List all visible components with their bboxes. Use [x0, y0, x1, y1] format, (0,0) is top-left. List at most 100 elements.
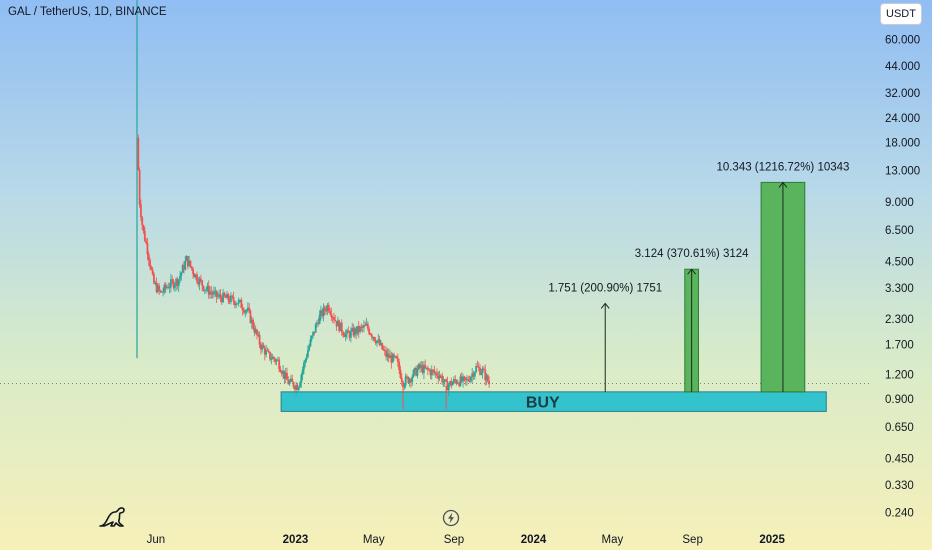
- candle-body: [245, 310, 248, 312]
- candle-body: [219, 294, 222, 298]
- candle-body: [400, 377, 403, 382]
- lightning-bolt-icon[interactable]: [442, 509, 460, 527]
- candle-body: [215, 290, 218, 297]
- candle-body: [386, 353, 389, 357]
- candle-body: [456, 383, 459, 385]
- candle-body: [168, 287, 171, 289]
- candle-body: [306, 350, 309, 358]
- candle-body: [250, 319, 253, 323]
- candle-body: [365, 323, 368, 326]
- y-tick-label: 2.300: [885, 314, 914, 326]
- candle-body: [246, 307, 249, 311]
- candle-body: [472, 373, 475, 377]
- candle-body: [276, 359, 279, 361]
- candle-body: [224, 296, 227, 299]
- candle-body: [227, 294, 230, 301]
- candle-body: [186, 256, 189, 267]
- candle-body: [320, 310, 322, 315]
- candle-body: [379, 342, 382, 345]
- candle-body: [312, 331, 314, 336]
- y-tick-label: 0.330: [885, 480, 914, 492]
- candle-body: [279, 369, 282, 373]
- candle-body: [446, 381, 449, 391]
- candle-body: [261, 344, 264, 350]
- candle-body: [363, 325, 365, 328]
- candle-body: [420, 365, 423, 368]
- y-tick-label: 44.000: [885, 61, 920, 73]
- candle-body: [403, 385, 406, 388]
- candle-body: [188, 260, 191, 267]
- candle-body: [200, 278, 202, 281]
- candle-body: [390, 355, 393, 363]
- candle-body: [317, 322, 320, 324]
- candle-body: [318, 314, 321, 324]
- candle-body: [395, 356, 398, 359]
- candle-body: [316, 322, 318, 325]
- candle-body: [336, 320, 339, 327]
- chart-title: GAL / TetherUS, 1D, BINANCE: [8, 6, 167, 18]
- candle-body: [364, 325, 367, 327]
- candle-body: [295, 384, 298, 390]
- candle-body: [467, 379, 470, 381]
- tradingview-dino-icon[interactable]: [98, 506, 128, 528]
- candle-body: [373, 337, 376, 341]
- candle-body: [361, 326, 364, 328]
- candle-body: [304, 359, 307, 363]
- candle-body: [327, 305, 330, 311]
- candle-body: [194, 274, 197, 278]
- candle-body: [209, 291, 211, 295]
- candle-body: [428, 369, 431, 371]
- candle-body: [243, 310, 245, 313]
- candle-body: [149, 260, 151, 267]
- currency-button[interactable]: USDT: [880, 3, 922, 25]
- candle-body: [284, 372, 287, 379]
- x-tick-label: May: [363, 534, 385, 546]
- candle-body: [262, 344, 265, 349]
- y-tick-label: 0.240: [885, 507, 914, 519]
- candle-body: [329, 310, 331, 314]
- candle-body: [270, 358, 273, 360]
- candle-body: [231, 295, 234, 297]
- y-tick-label: 9.000: [885, 197, 914, 209]
- candle-body: [210, 291, 213, 294]
- candle-body: [436, 372, 438, 376]
- candle-body: [486, 375, 489, 382]
- candle-body: [469, 376, 472, 382]
- candle-body: [481, 368, 484, 373]
- candle-body: [483, 368, 485, 370]
- candle-body: [232, 296, 235, 302]
- candle-body: [479, 367, 481, 375]
- candle-body: [175, 278, 178, 285]
- candle-body: [237, 300, 240, 304]
- candle-body: [434, 372, 437, 374]
- candle-body: [335, 320, 338, 327]
- candle-body: [438, 375, 441, 379]
- candle-body: [167, 287, 170, 289]
- candle-body: [468, 380, 471, 382]
- candle-body: [142, 225, 145, 231]
- candle-body: [198, 278, 201, 285]
- candle-body: [308, 346, 311, 351]
- candle-body: [460, 376, 463, 382]
- candle-body: [339, 322, 342, 332]
- y-tick-label: 0.450: [885, 454, 914, 466]
- candle-body: [333, 317, 335, 320]
- candle-body: [326, 305, 329, 312]
- candle-body: [404, 376, 407, 386]
- candle-body: [360, 326, 363, 328]
- candle-body: [393, 354, 395, 357]
- buy-zone[interactable]: [280, 391, 827, 412]
- candle-body: [442, 381, 445, 383]
- candle-body: [477, 366, 480, 368]
- candle-body: [275, 359, 278, 362]
- candle-body: [343, 334, 346, 337]
- candle-body: [459, 376, 462, 386]
- candle-body: [235, 303, 238, 306]
- candle-body: [206, 285, 209, 290]
- candle-body: [398, 361, 401, 370]
- candle-body: [189, 260, 192, 267]
- candle-body: [292, 381, 295, 387]
- candle-body: [382, 349, 385, 351]
